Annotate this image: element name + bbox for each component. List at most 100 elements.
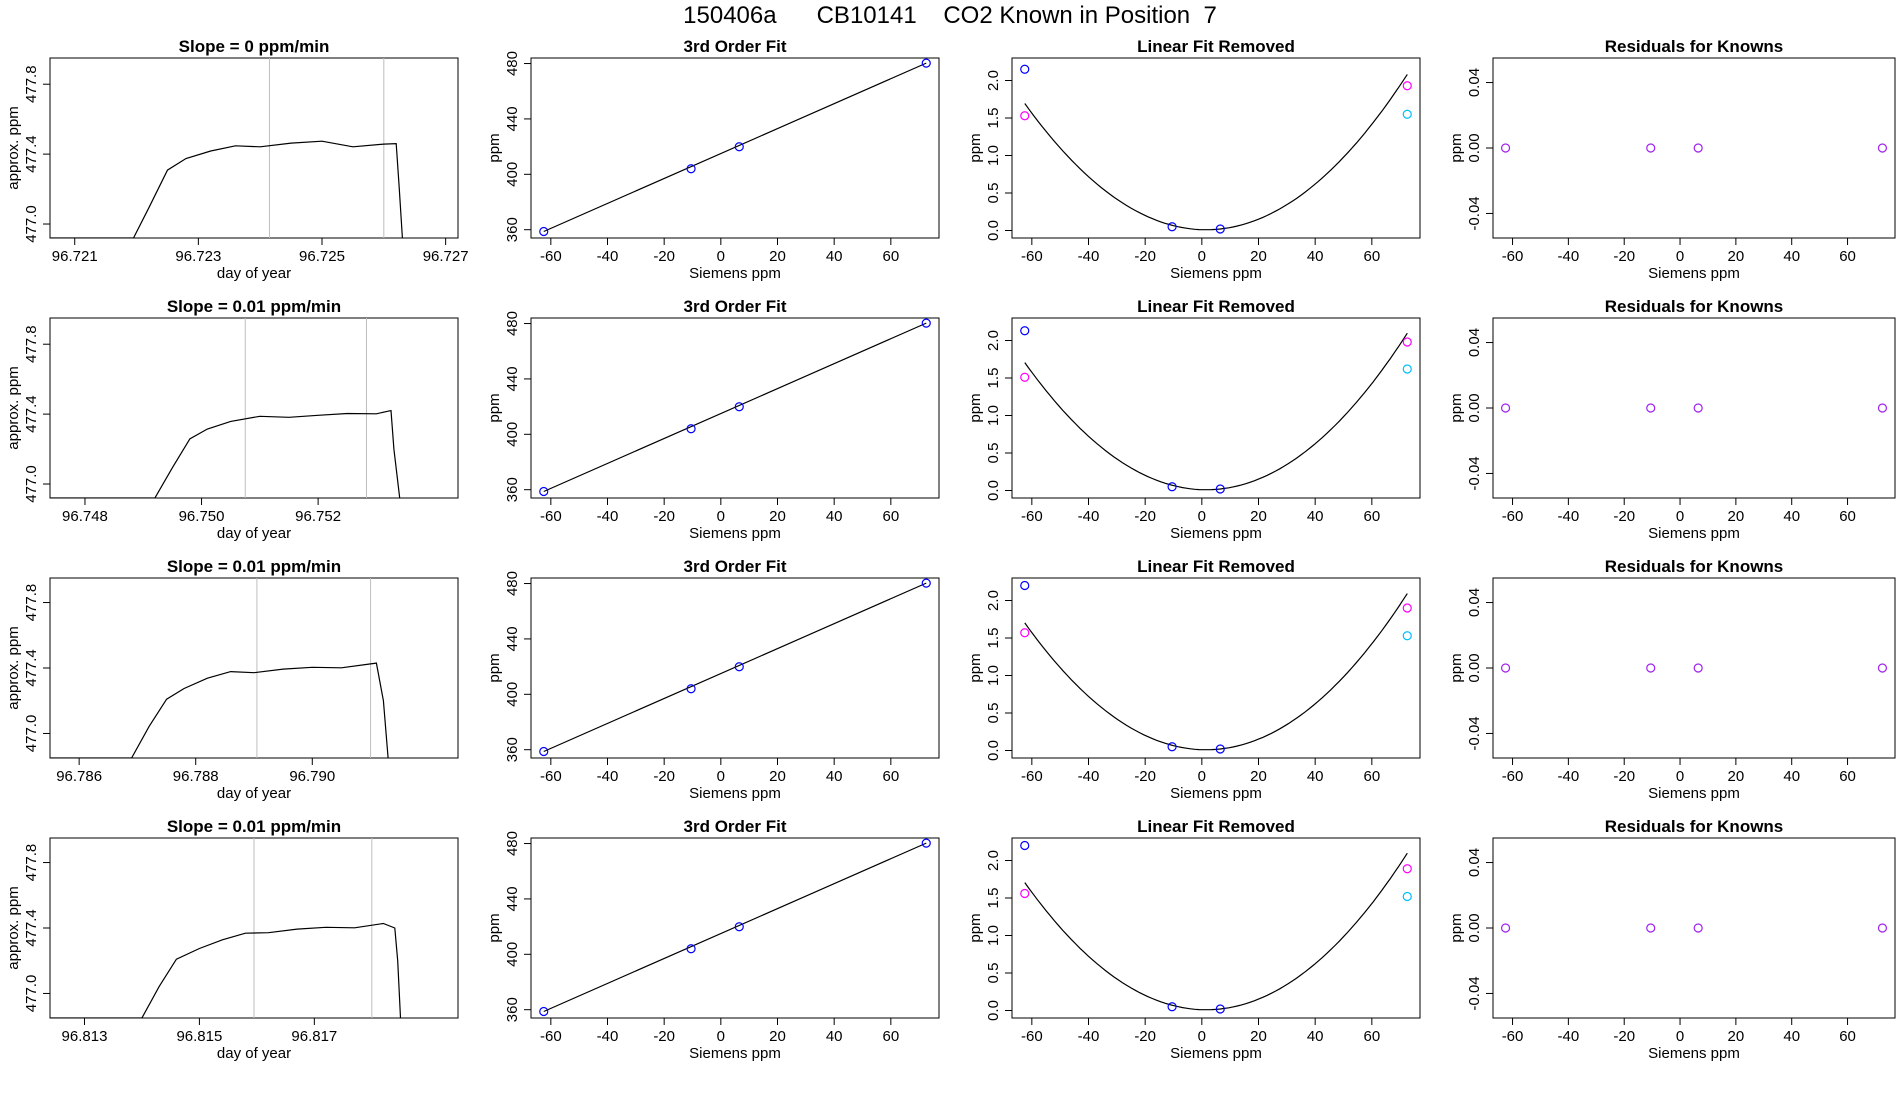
fit-curve <box>1024 332 1408 491</box>
panel-linear_removed-row0: Linear Fit Removed -60 -40 -20 0 20 40 60 0.0 0.5… <box>967 37 1421 282</box>
x-tick-label: 60 <box>882 248 899 265</box>
panel-title: 3rd Order Fit <box>684 37 787 56</box>
y-tick-label: 0.04 <box>1466 588 1483 617</box>
y-axis-label: ppm <box>1448 653 1465 682</box>
panel-timeseries-row3: Slope = 0.01 ppm/min 96.813 96.815 96.817 47… <box>5 817 459 1062</box>
residual-point <box>1877 923 1888 933</box>
x-tick-label: 0 <box>1676 508 1684 525</box>
data-point <box>921 838 931 848</box>
x-tick-label: -40 <box>1078 508 1100 525</box>
residual-point <box>1693 923 1703 933</box>
panel-title: Residuals for Knowns <box>1605 817 1784 836</box>
y-tick-label: 2.0 <box>985 330 1002 351</box>
x-tick-label: 40 <box>1307 248 1324 265</box>
panel-fit-row2: 3rd Order Fit -60 -40 -20 0 20 40 60 360 400 440 48… <box>486 557 940 802</box>
panel-title: Slope = 0 ppm/min <box>179 37 330 56</box>
y-tick-label: 1.0 <box>985 925 1002 946</box>
y-tick-label: 1.0 <box>985 145 1002 166</box>
panel-title: Linear Fit Removed <box>1137 297 1295 316</box>
y-tick-label: 1.5 <box>985 888 1002 909</box>
data-point <box>539 226 549 237</box>
residual-point <box>1500 923 1511 933</box>
x-tick-label: 0 <box>717 248 725 265</box>
data-point-magenta <box>1402 337 1412 347</box>
y-tick-label: 1.0 <box>985 665 1002 686</box>
panel-fit-row3: 3rd Order Fit -60 -40 -20 0 20 40 60 360 400 440 48… <box>486 817 940 1062</box>
y-tick-label: 0.04 <box>1466 328 1483 357</box>
y-tick-label: 477.0 <box>23 715 40 753</box>
panel-title: 3rd Order Fit <box>684 817 787 836</box>
y-tick-label: 480 <box>504 311 521 336</box>
data-point <box>539 486 549 497</box>
x-tick-label: 60 <box>1363 248 1380 265</box>
x-tick-label: 60 <box>882 768 899 785</box>
x-tick-label: 60 <box>1839 1028 1856 1045</box>
x-tick-label: 20 <box>769 768 786 785</box>
y-tick-label: 360 <box>504 477 521 502</box>
x-tick-label: -20 <box>1613 508 1635 525</box>
y-tick-label: 0.00 <box>1466 133 1483 162</box>
x-tick-label: 96.786 <box>56 768 102 785</box>
y-tick-label: 1.5 <box>985 108 1002 129</box>
plot-frame <box>530 837 940 1019</box>
x-tick-label: -40 <box>1078 768 1100 785</box>
y-tick-label: 477.8 <box>23 584 40 622</box>
y-tick-label: 440 <box>504 106 521 131</box>
y-tick-label: 480 <box>504 571 521 596</box>
y-tick-label: 477.8 <box>23 325 40 363</box>
y-tick-label: -0.04 <box>1466 196 1483 230</box>
y-tick-label: 480 <box>504 831 521 856</box>
x-tick-label: 60 <box>882 1028 899 1045</box>
x-tick-label: -20 <box>1613 768 1635 785</box>
plot-frame <box>1011 317 1421 499</box>
y-tick-label: 0.00 <box>1466 653 1483 682</box>
y-tick-label: 0.04 <box>1466 848 1483 877</box>
panel-title: 3rd Order Fit <box>684 297 787 316</box>
panel-title: Residuals for Knowns <box>1605 297 1784 316</box>
x-tick-label: -20 <box>653 248 675 265</box>
x-tick-label: 0 <box>717 1028 725 1045</box>
x-tick-label: 96.727 <box>423 248 469 265</box>
y-tick-label: 477.4 <box>23 135 40 173</box>
x-tick-label: -60 <box>1502 768 1524 785</box>
panel-title: Slope = 0.01 ppm/min <box>167 817 341 836</box>
panel-title: Slope = 0.01 ppm/min <box>167 557 341 576</box>
y-tick-label: -0.04 <box>1466 456 1483 490</box>
x-tick-label: -60 <box>1021 768 1043 785</box>
data-point-magenta <box>1402 81 1412 91</box>
data-point-cyan <box>1402 364 1412 374</box>
y-tick-label: 400 <box>504 162 521 187</box>
y-tick-label: 0.5 <box>985 443 1002 464</box>
y-axis-label: ppm <box>1448 133 1465 162</box>
x-axis-label: day of year <box>217 785 291 802</box>
x-tick-label: 96.817 <box>291 1028 337 1045</box>
x-axis-label: Siemens ppm <box>1648 1045 1740 1062</box>
data-point <box>686 944 696 954</box>
panel-title: Linear Fit Removed <box>1137 557 1295 576</box>
data-point-blue <box>1020 580 1030 591</box>
data-point <box>921 58 931 68</box>
fit-curve <box>1024 852 1408 1011</box>
x-axis-label: Siemens ppm <box>1170 265 1262 282</box>
x-axis-label: Siemens ppm <box>1648 265 1740 282</box>
residual-point <box>1646 923 1656 933</box>
x-tick-label: 20 <box>1728 508 1745 525</box>
y-tick-label: 2.0 <box>985 70 1002 91</box>
x-tick-label: 60 <box>1363 1028 1380 1045</box>
x-tick-label: -40 <box>1078 248 1100 265</box>
residual-point <box>1877 403 1888 413</box>
x-tick-label: -20 <box>1613 248 1635 265</box>
x-tick-label: 96.813 <box>62 1028 108 1045</box>
panel-timeseries-row1: Slope = 0.01 ppm/min 96.748 96.750 96.752 47… <box>5 297 459 542</box>
x-tick-label: -60 <box>1502 508 1524 525</box>
y-tick-label: -0.04 <box>1466 716 1483 750</box>
y-tick-label: 477.0 <box>23 975 40 1013</box>
y-axis-label: ppm <box>967 133 984 162</box>
x-tick-label: 0 <box>1676 1028 1684 1045</box>
x-tick-label: 0 <box>1198 248 1206 265</box>
y-tick-label: 477.8 <box>23 844 40 882</box>
panel-title: Linear Fit Removed <box>1137 37 1295 56</box>
x-tick-label: 0 <box>1198 1028 1206 1045</box>
